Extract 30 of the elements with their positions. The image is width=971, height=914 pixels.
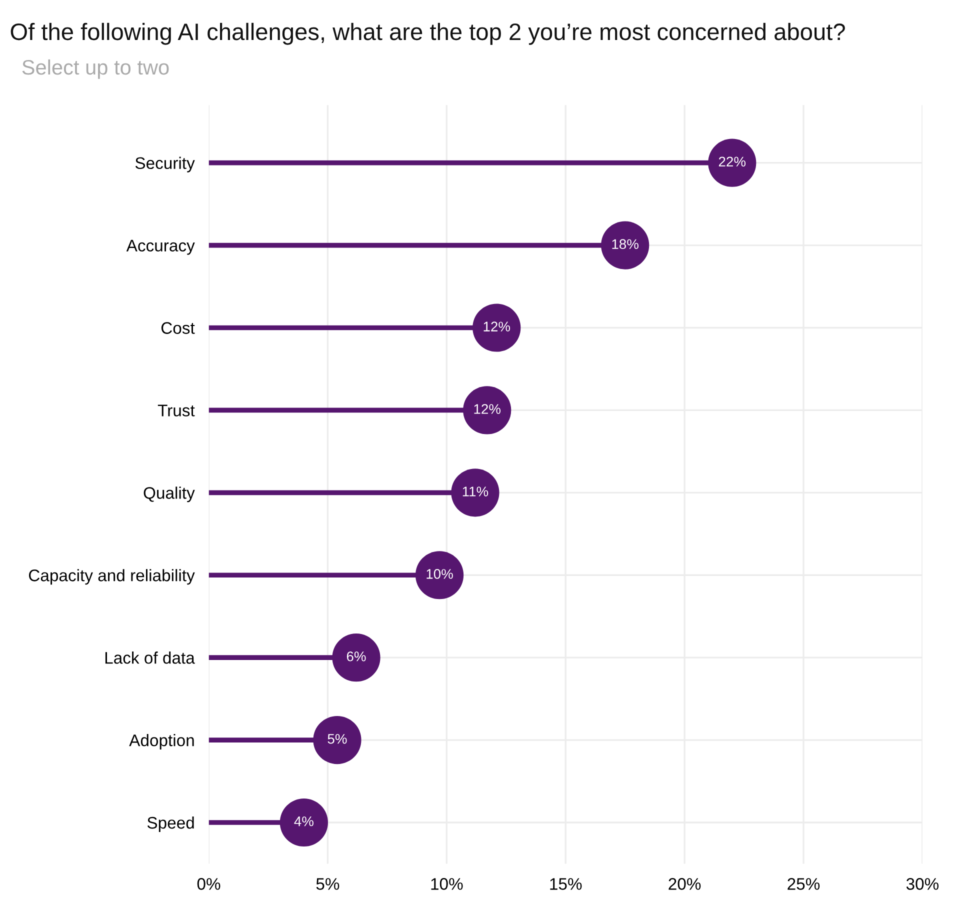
chart-subtitle: Select up to two <box>22 59 169 79</box>
data-label: 12% <box>474 404 501 414</box>
y-tick-label: Cost <box>161 322 195 334</box>
x-tick-label: 20% <box>668 878 701 890</box>
point <box>332 634 380 682</box>
point <box>313 716 362 764</box>
x-tick-label: 30% <box>906 878 939 890</box>
y-tick-label: Capacity and reliability <box>28 569 195 585</box>
y-tick-label: Lack of data <box>105 652 195 664</box>
data-label: 12% <box>484 322 510 332</box>
y-tick-label: Quality <box>144 486 195 502</box>
x-tick-label: 5% <box>316 878 340 890</box>
data-label: 4% <box>294 816 314 826</box>
y-tick-label: Adoption <box>129 734 194 750</box>
data-label: 5% <box>328 734 347 744</box>
y-tick-label: Accuracy <box>126 240 195 255</box>
data-label: 18% <box>612 239 638 250</box>
x-tick-label: 10% <box>431 878 463 890</box>
data-label: 10% <box>426 569 453 579</box>
chart-title: Of the following AI challenges, what are the top 2 you’re most concerned about? <box>10 22 845 45</box>
data-label: 22% <box>718 156 746 167</box>
data-label: 6% <box>346 651 366 662</box>
y-tick-label: Security <box>135 156 195 172</box>
data-label: 11% <box>462 486 488 496</box>
point <box>280 798 328 847</box>
y-tick-label: Trust <box>158 404 195 416</box>
y-tick-label: Speed <box>147 816 194 832</box>
x-tick-label: 0% <box>197 878 220 890</box>
x-tick-label: 15% <box>550 878 582 890</box>
x-tick-label: 25% <box>788 878 820 890</box>
